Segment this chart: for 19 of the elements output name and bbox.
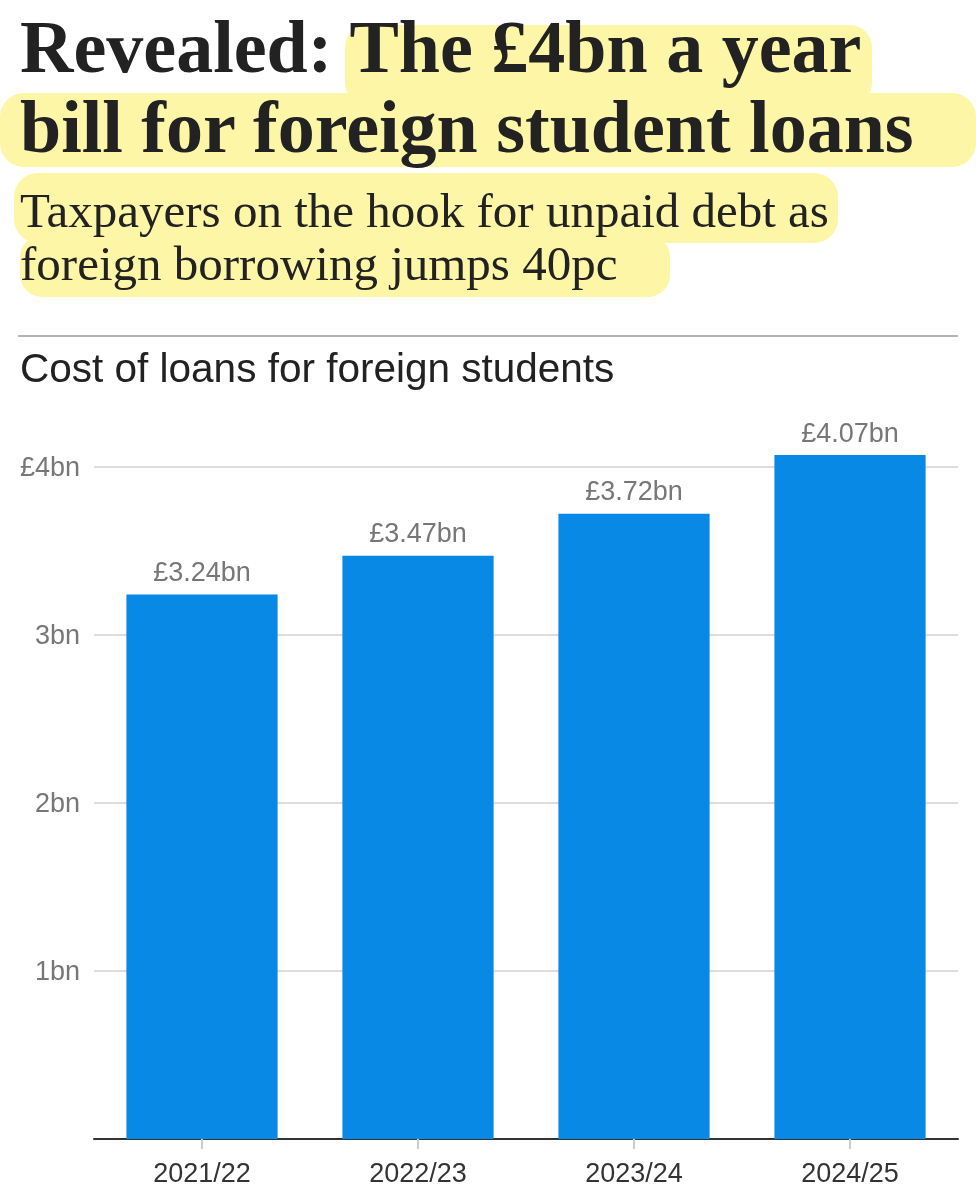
bar [558, 513, 710, 1139]
x-tick-label: 2023/24 [585, 1157, 683, 1188]
bar [126, 594, 278, 1139]
chart-title: Revealed: The £4bn a year bill for foreign student loans [20, 6, 915, 168]
data-label: £3.72bn [585, 476, 683, 507]
text: Cost of loans for foreign students [20, 345, 615, 391]
x-tick-label: 2024/25 [801, 1157, 899, 1188]
y-tick-label: 3bn [34, 619, 80, 650]
data-label: £3.24bn [153, 556, 251, 587]
x-tick-label: 2022/23 [369, 1157, 467, 1188]
bar [774, 455, 926, 1139]
y-tick-label: 2bn [34, 787, 80, 818]
bar [342, 555, 494, 1139]
x-tick-label: 2021/22 [153, 1157, 251, 1188]
chart-subtitle: Taxpayers on the hook for unpaid debt as foreign borrowing jumps 40pc [20, 183, 830, 291]
data-label: £4.07bn [801, 417, 899, 448]
y-tick-label: 1bn [34, 955, 80, 986]
y-tick-label: £4bn [19, 451, 80, 482]
data-label: £3.47bn [369, 518, 467, 549]
